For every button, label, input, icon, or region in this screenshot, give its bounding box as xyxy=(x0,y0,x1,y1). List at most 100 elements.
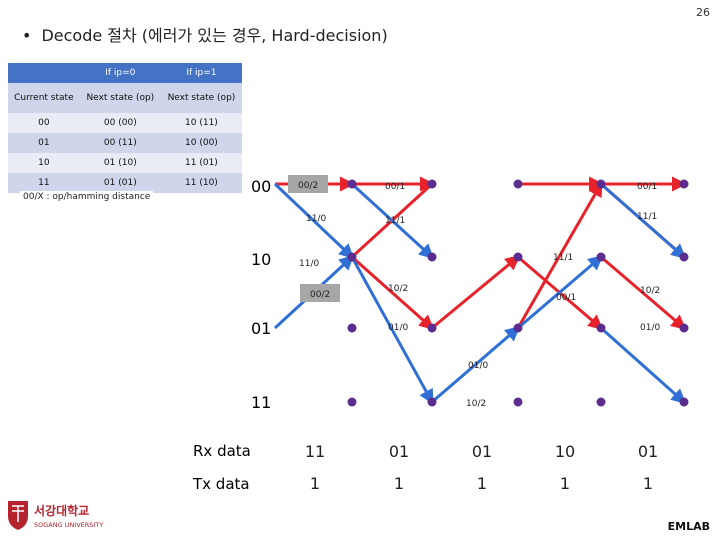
tx-values: 1 1 1 1 1 xyxy=(310,474,653,493)
rx-value: 11 xyxy=(305,442,325,461)
table-header-row: If ip=0 If ip=1 xyxy=(8,63,242,83)
trellis-node xyxy=(513,179,523,189)
title-text: Decode 절차 (에러가 있는 경우, Hard-decision) xyxy=(41,26,388,45)
slide-title: • Decode 절차 (에러가 있는 경우, Hard-decision) xyxy=(22,22,388,46)
university-logo: 서강대학교 SOGANG UNIVERSITY xyxy=(5,498,115,536)
branch-red xyxy=(431,255,521,330)
trellis-node xyxy=(347,397,357,407)
trellis-node xyxy=(679,179,689,189)
branch-label-box xyxy=(288,175,328,193)
branch-label: 10/2 xyxy=(388,284,408,294)
table-cell: 00 xyxy=(8,113,80,133)
table-cell: 10 (00) xyxy=(160,133,242,153)
branch-label: 00/1 xyxy=(637,182,657,192)
trellis-node xyxy=(427,179,437,189)
slide-number: 26 xyxy=(696,6,710,19)
trellis-node xyxy=(347,179,357,189)
state-label-00: 00 xyxy=(251,177,271,196)
table-row: 11 01 (01) 11 (10) xyxy=(8,173,242,193)
table-subheader-cell: Next state (op) xyxy=(160,83,242,113)
trellis-node xyxy=(347,323,357,333)
trellis-node xyxy=(679,397,689,407)
state-label-11: 11 xyxy=(251,393,271,412)
branch-label: 11/1 xyxy=(553,253,573,263)
trellis-node xyxy=(596,252,606,262)
branch-label: 11/1 xyxy=(385,216,405,226)
table-subheader-cell: Next state (op) xyxy=(79,83,161,113)
trellis-node xyxy=(596,179,606,189)
state-transition-table: If ip=0 If ip=1 Current state Next state… xyxy=(8,63,242,193)
branch-blue xyxy=(350,182,435,260)
branch-label: 01/0 xyxy=(640,323,660,333)
table-cell: 11 (01) xyxy=(160,153,242,173)
state-label-01: 01 xyxy=(251,319,271,338)
trellis-node xyxy=(427,397,437,407)
tx-data-label: Tx data xyxy=(192,475,250,493)
branch-label-box xyxy=(300,284,340,302)
logo-name-en: SOGANG UNIVERSITY xyxy=(34,521,103,529)
table-cell: 00 (00) xyxy=(79,113,161,133)
logo-name-kr: 서강대학교 xyxy=(34,503,89,518)
trellis-node xyxy=(679,252,689,262)
branch-label: 11/0 xyxy=(306,214,326,224)
rx-data-label: Rx data xyxy=(193,442,251,460)
trellis-node xyxy=(513,252,523,262)
table-cell: 11 xyxy=(8,173,80,193)
table-cell: 00 (11) xyxy=(79,133,161,153)
table-cell: 01 (01) xyxy=(79,173,161,193)
tx-value: 1 xyxy=(394,474,404,493)
lab-name: EMLAB xyxy=(667,520,710,533)
table-cell: 01 (10) xyxy=(79,153,161,173)
rx-value: 01 xyxy=(389,442,409,461)
trellis-nodes xyxy=(347,179,689,407)
trellis-node xyxy=(596,323,606,333)
trellis-node xyxy=(427,323,437,333)
trellis-node xyxy=(347,252,357,262)
table-cell: 10 xyxy=(8,153,80,173)
branch-label: 00/2 xyxy=(298,181,318,191)
branch-red xyxy=(351,255,435,330)
branch-label-legend: 00/X : op/hamming distance xyxy=(20,191,154,203)
branch-label: 00/2 xyxy=(310,290,330,300)
rx-value: 01 xyxy=(638,442,658,461)
rx-values: 11 01 01 10 01 xyxy=(305,442,658,461)
trellis-node xyxy=(679,323,689,333)
table-cell: 11 (10) xyxy=(160,173,242,193)
tx-value: 1 xyxy=(643,474,653,493)
branch-label: 11/1 xyxy=(637,212,657,222)
branch-label: 10/2 xyxy=(466,399,486,409)
trellis-node xyxy=(513,323,523,333)
table-row: 10 01 (10) 11 (01) xyxy=(8,153,242,173)
branch-red xyxy=(516,181,603,329)
table-header-cell xyxy=(8,63,80,83)
branch-label: 01/0 xyxy=(388,323,408,333)
table-cell: 10 (11) xyxy=(160,113,242,133)
tx-value: 1 xyxy=(560,474,570,493)
table-subheader-cell: Current state xyxy=(8,83,80,113)
table-row: 00 00 (00) 10 (11) xyxy=(8,113,242,133)
branch-labels: 00/2 00/1 00/1 11/0 11/1 11/1 11/0 11/1 … xyxy=(288,175,660,409)
branch-blue xyxy=(273,182,355,260)
rx-value: 01 xyxy=(472,442,492,461)
branch-blue xyxy=(431,326,521,404)
crest-icon: 서강대학교 SOGANG UNIVERSITY xyxy=(8,501,103,530)
branch-label: 00/1 xyxy=(385,182,405,192)
branch-blue xyxy=(517,255,604,330)
tx-value: 1 xyxy=(310,474,320,493)
trellis-node xyxy=(427,252,437,262)
state-label-10: 10 xyxy=(251,250,271,269)
table-header-cell: If ip=0 xyxy=(79,63,161,83)
branch-label: 11/0 xyxy=(299,259,319,269)
tx-value: 1 xyxy=(477,474,487,493)
branch-blue xyxy=(600,182,687,259)
trellis-node xyxy=(513,397,523,407)
branch-blue xyxy=(350,256,434,405)
branch-red xyxy=(600,255,687,330)
table-row: 01 00 (11) 10 (00) xyxy=(8,133,242,153)
trellis-node xyxy=(596,397,606,407)
title-bullet: • xyxy=(22,26,32,45)
rx-value: 10 xyxy=(555,442,575,461)
table-header-cell: If ip=1 xyxy=(160,63,242,83)
branch-label: 01/0 xyxy=(468,361,488,371)
